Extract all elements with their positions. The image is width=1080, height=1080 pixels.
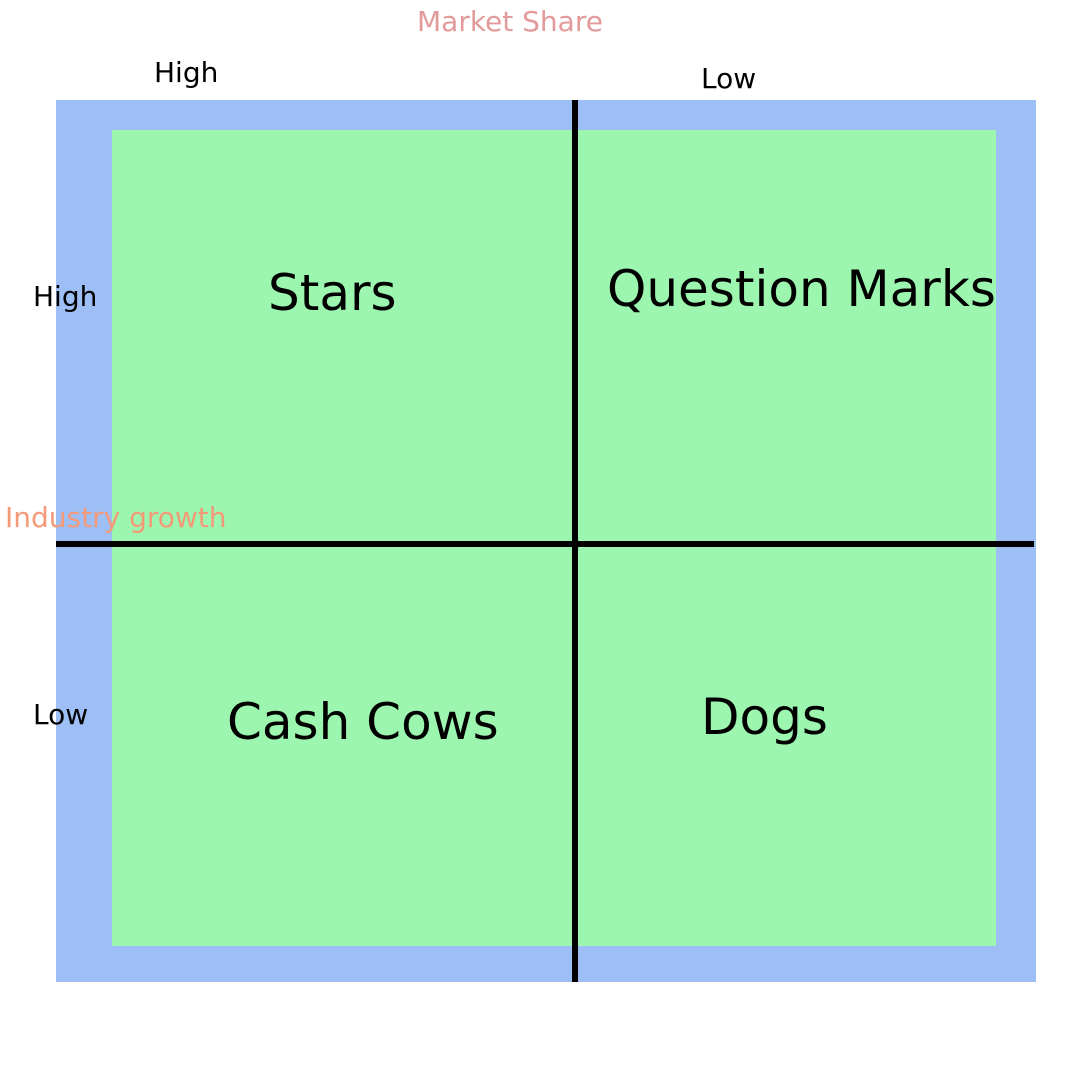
quadrant-cash-cows: Cash Cows: [227, 693, 499, 751]
quadrant-stars: Stars: [268, 264, 397, 322]
industry-growth-axis-title: Industry growth: [5, 501, 227, 534]
quadrant-dogs: Dogs: [701, 688, 828, 746]
horizontal-divider: [56, 541, 1034, 547]
column-label-low: Low: [701, 62, 757, 95]
column-label-high: High: [154, 56, 219, 89]
row-label-low: Low: [33, 698, 89, 731]
market-share-axis-title: Market Share: [417, 5, 603, 38]
quadrant-question-marks: Question Marks: [607, 260, 996, 318]
matrix-inner-field: [112, 130, 996, 946]
row-label-high: High: [33, 280, 98, 313]
